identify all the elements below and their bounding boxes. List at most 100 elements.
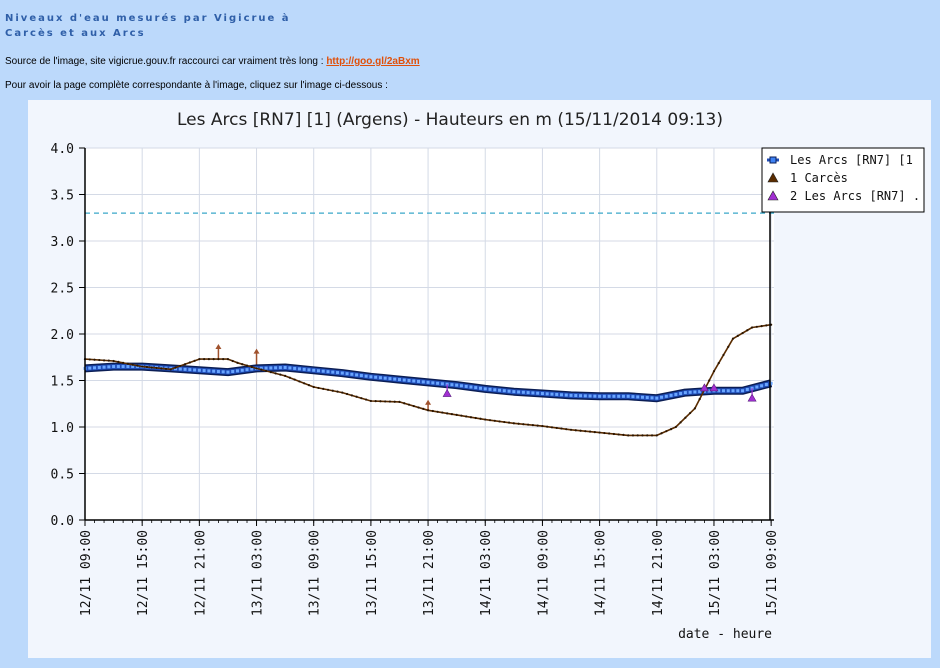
series-point-les-arcs xyxy=(388,377,392,381)
series-point-carces xyxy=(317,386,320,390)
series-point-carces xyxy=(536,424,539,427)
series-point-carces xyxy=(179,364,182,368)
series-point-carces xyxy=(465,415,468,418)
series-point-carces xyxy=(431,409,434,413)
series-point-carces xyxy=(755,325,758,328)
series-point-carces xyxy=(112,359,115,363)
x-tick-label: 14/11 03:00 xyxy=(479,530,494,616)
series-point-carces xyxy=(584,430,587,433)
series-point-carces xyxy=(379,400,382,403)
series-point-les-arcs xyxy=(297,367,301,371)
series-point-carces xyxy=(326,388,330,391)
water-level-chart: Les Arcs [RN7] [1] (Argens) - Hauteurs e… xyxy=(51,110,925,642)
series-point-carces xyxy=(531,424,534,427)
series-point-carces xyxy=(193,359,196,362)
series-point-carces xyxy=(341,391,344,394)
series-point-carces xyxy=(260,368,263,371)
series-point-les-arcs xyxy=(402,378,406,382)
series-point-les-arcs xyxy=(579,394,583,398)
chart-image[interactable]: Les Arcs [RN7] [1] (Argens) - Hauteurs e… xyxy=(28,100,931,658)
series-point-les-arcs xyxy=(517,390,521,394)
series-point-les-arcs xyxy=(631,395,635,399)
series-point-carces xyxy=(274,372,277,375)
series-point-les-arcs xyxy=(235,369,239,373)
series-point-carces xyxy=(412,404,415,408)
spike-marker xyxy=(253,348,260,354)
series-point-carces xyxy=(88,358,91,361)
series-point-les-arcs xyxy=(550,392,554,396)
series-point-carces xyxy=(541,424,544,428)
series-point-carces xyxy=(303,382,306,385)
series-point-carces xyxy=(455,413,458,417)
series-point-les-arcs xyxy=(431,381,435,385)
series-point-les-arcs-2 xyxy=(709,383,719,392)
series-point-les-arcs-2 xyxy=(442,388,452,397)
series-point-carces xyxy=(145,365,149,369)
series-point-les-arcs xyxy=(97,365,101,369)
series-point-les-arcs xyxy=(102,365,106,369)
series-point-carces xyxy=(441,411,444,414)
source-text: Source de l'image, site vigicrue.gouv.fr… xyxy=(5,56,327,67)
series-point-les-arcs xyxy=(274,366,278,370)
series-point-carces xyxy=(689,411,692,415)
grid xyxy=(84,147,774,521)
series-point-carces xyxy=(207,358,210,361)
series-point-les-arcs xyxy=(450,383,454,387)
series-point-les-arcs xyxy=(683,391,687,395)
series-point-les-arcs xyxy=(545,392,549,396)
y-tick-label: 0.0 xyxy=(51,514,74,529)
series-point-carces xyxy=(417,406,420,409)
series-point-carces xyxy=(150,366,153,369)
series-point-les-arcs xyxy=(197,368,201,372)
series-point-carces xyxy=(279,373,282,376)
series-point-carces xyxy=(507,421,511,424)
series-point-les-arcs xyxy=(240,368,244,372)
series-point-carces xyxy=(393,400,396,403)
series-point-les-arcs xyxy=(583,394,587,398)
series-point-carces xyxy=(574,429,577,432)
series-point-les-arcs xyxy=(669,393,673,397)
series-point-carces xyxy=(488,419,492,422)
series-point-carces xyxy=(374,400,377,403)
series-point-les-arcs xyxy=(288,366,292,370)
series-point-les-arcs xyxy=(650,396,654,400)
series-point-carces xyxy=(398,400,401,403)
y-tick-label: 4.0 xyxy=(51,142,74,157)
x-tick-label: 15/11 09:00 xyxy=(765,530,780,616)
series-point-les-arcs xyxy=(417,379,421,383)
series-point-carces xyxy=(474,416,477,420)
series-point-carces xyxy=(336,390,339,393)
series-point-carces xyxy=(612,432,616,436)
series-point-carces xyxy=(384,400,387,403)
series-point-carces xyxy=(369,399,372,403)
series-point-carces xyxy=(698,398,701,401)
series-point-les-arcs xyxy=(302,367,306,371)
series-point-carces xyxy=(627,434,630,437)
source-link[interactable]: http://goo.gl/2aBxm xyxy=(326,56,420,67)
series-point-carces xyxy=(407,403,411,406)
series-point-les-arcs xyxy=(507,389,511,393)
series-point-carces xyxy=(650,434,654,437)
series-point-les-arcs xyxy=(407,379,411,382)
series-point-carces xyxy=(469,416,473,419)
legend-box xyxy=(761,147,925,213)
series-point-carces xyxy=(136,364,139,367)
series-point-carces xyxy=(684,416,687,419)
series-point-carces xyxy=(655,434,658,437)
series-point-carces xyxy=(355,395,358,398)
series-point-les-arcs xyxy=(502,389,506,393)
series-point-carces xyxy=(117,360,120,363)
series-point-les-arcs xyxy=(312,368,316,372)
series-point-les-arcs xyxy=(426,380,430,384)
series-point-carces xyxy=(350,394,353,397)
page-heading: Niveaux d'eau mesurés par Vigicrue à Car… xyxy=(5,11,291,41)
series-point-carces xyxy=(203,358,206,361)
y-tick-label: 0.5 xyxy=(51,468,74,483)
series-point-les-arcs xyxy=(278,366,282,370)
x-tick-label: 13/11 09:00 xyxy=(308,530,323,616)
series-point-les-arcs xyxy=(178,367,182,371)
series-point-carces xyxy=(293,378,296,381)
series-point-carces xyxy=(264,369,268,372)
series-point-les-arcs xyxy=(193,368,197,372)
series-point-carces xyxy=(588,430,592,433)
